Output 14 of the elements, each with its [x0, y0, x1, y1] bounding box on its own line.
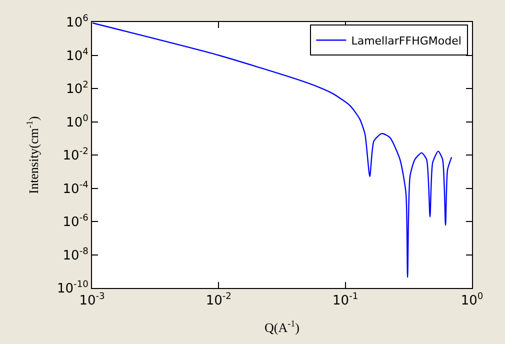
y-tick-label: 10$^{-4}$: [62, 180, 89, 197]
y-tick-label: 10$^{6}$: [66, 14, 89, 31]
y-tick-label: 10$^{0}$: [66, 114, 89, 130]
y-tick-label: 10$^{-2}$: [62, 147, 88, 164]
x-tick-label: 10$^{-3}$: [79, 292, 106, 309]
x-axis-title: Q(A$^{-1}$): [264, 318, 300, 336]
y-tick-label: 10$^{4}$: [66, 47, 89, 64]
x-tick-label: 10$^{0}$: [460, 292, 484, 309]
x-tick-label: 10$^{-2}$: [206, 292, 232, 309]
y-tick-label: 10$^{-6}$: [62, 214, 89, 230]
legend-label: LamellarFFHGModel: [351, 34, 462, 48]
y-tick-label: 10$^{-8}$: [62, 246, 89, 264]
y-tick-label: 10$^{2}$: [66, 80, 88, 98]
x-tick-label: 10$^{-1}$: [332, 292, 358, 309]
